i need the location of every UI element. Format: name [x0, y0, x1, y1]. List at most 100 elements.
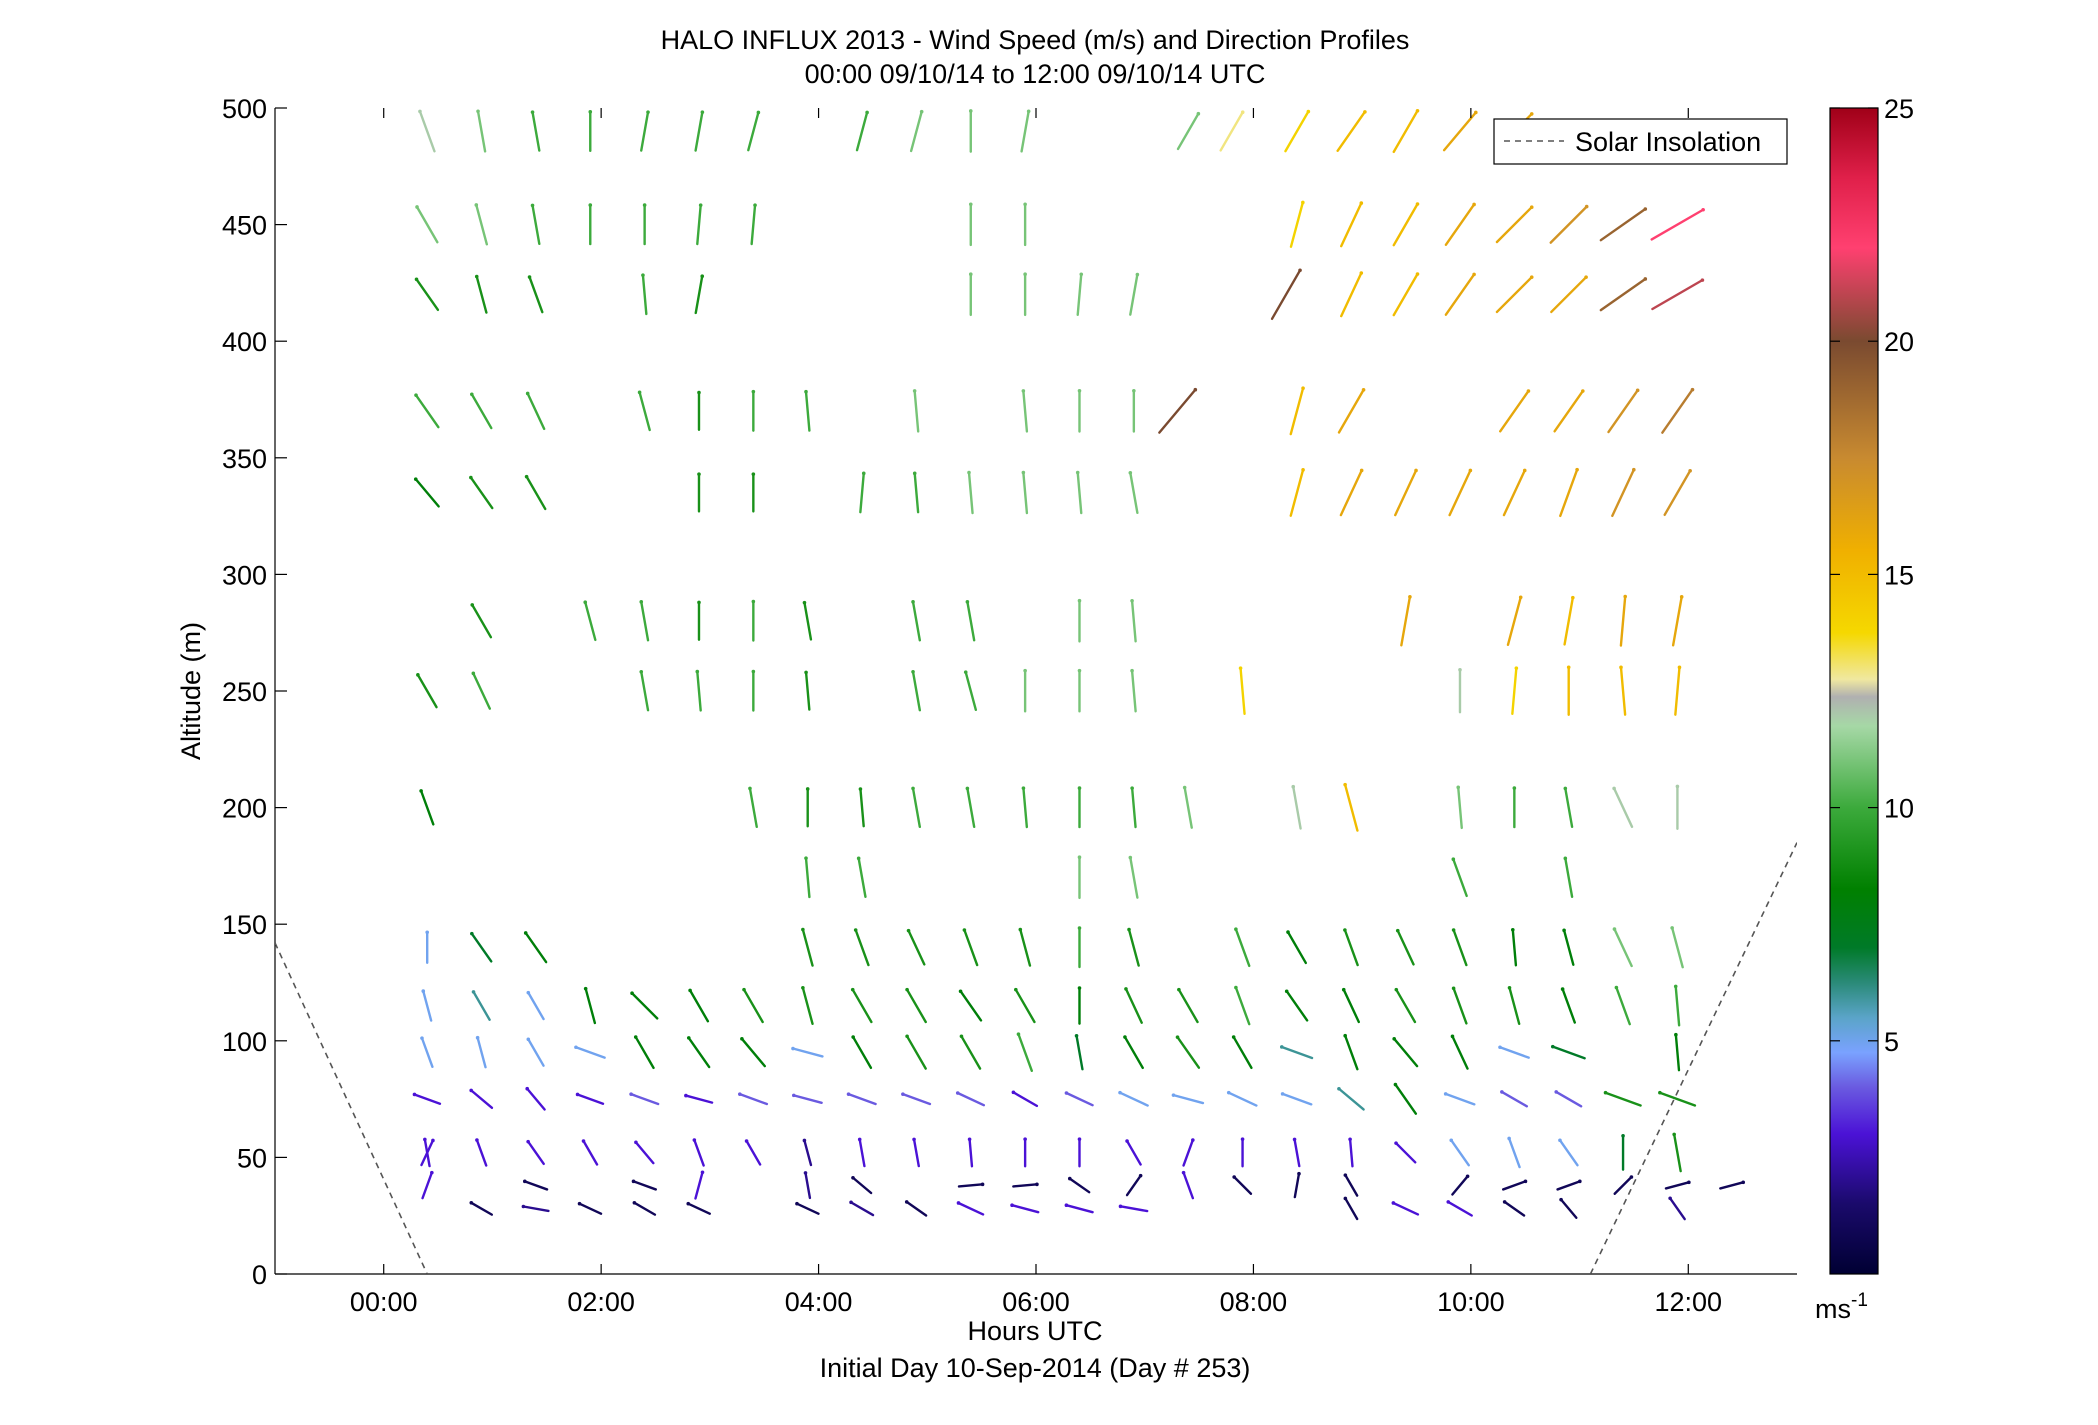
wind-arrow — [1564, 857, 1574, 898]
wind-arrow — [1075, 1034, 1084, 1071]
wind-arrow-head — [421, 989, 426, 993]
wind-arrow — [911, 600, 922, 642]
wind-arrow — [418, 110, 436, 153]
wind-arrow-head — [470, 392, 474, 397]
wind-arrow-head — [1632, 467, 1636, 472]
wind-arrow-head — [1522, 468, 1527, 473]
wind-arrow — [1336, 110, 1367, 152]
wind-arrow — [420, 1036, 434, 1068]
wind-arrow-head — [968, 272, 973, 277]
y-tick-label: 250 — [222, 677, 267, 707]
wind-arrow-head — [1077, 598, 1082, 603]
wind-arrow — [470, 1201, 494, 1216]
wind-arrow-head — [1077, 786, 1082, 790]
wind-arrow — [1293, 1138, 1301, 1168]
wind-arrow-head — [748, 786, 752, 791]
wind-arrow-head — [1077, 855, 1082, 860]
wind-arrow — [1127, 928, 1140, 967]
wind-arrow — [1339, 469, 1363, 517]
wind-arrow — [1619, 595, 1627, 647]
wind-arrow-head — [958, 989, 963, 994]
wind-arrow-head — [1510, 927, 1515, 932]
wind-arrow-head — [849, 1200, 853, 1205]
wind-arrow-head — [1529, 275, 1534, 279]
wind-arrow — [522, 1205, 550, 1213]
plot-area — [275, 108, 1797, 1274]
wind-arrow — [634, 1035, 655, 1070]
wind-arrow-head — [1507, 986, 1512, 990]
wind-arrow — [1502, 469, 1526, 517]
wind-arrow — [1599, 207, 1647, 242]
wind-arrow-head — [955, 1091, 960, 1095]
wind-arrow-head — [1741, 1180, 1746, 1185]
wind-arrow-head — [431, 1138, 435, 1143]
wind-arrow — [1118, 1091, 1149, 1107]
x-axis-ticks: 00:00 02:00 04:00 06:00 08:00 10:00 12:00 — [350, 108, 1722, 1317]
wind-arrow-head — [1446, 1200, 1451, 1204]
y-tick-label: 150 — [222, 910, 267, 940]
wind-arrow — [1012, 1183, 1039, 1188]
wind-arrow — [576, 1093, 605, 1105]
wind-arrow-head — [1393, 1082, 1398, 1087]
wind-arrow — [959, 990, 983, 1022]
wind-arrow-head — [1231, 1035, 1236, 1039]
wind-arrow — [1452, 928, 1468, 967]
wind-arrow-head — [634, 1140, 638, 1145]
wind-arrow — [905, 988, 927, 1024]
wind-arrow-head — [1023, 202, 1027, 207]
wind-arrow-head — [629, 1092, 633, 1096]
wind-arrow — [1129, 856, 1139, 899]
colorbar: 5 10 15 20 25 ms-1 — [1815, 94, 1914, 1324]
wind-arrow — [1343, 1034, 1359, 1071]
wind-arrow — [905, 1035, 927, 1070]
wind-arrow — [526, 1087, 546, 1111]
wind-arrow — [1674, 666, 1681, 716]
wind-arrow-head — [1563, 856, 1568, 861]
wind-arrow-head — [646, 110, 650, 114]
wind-arrow — [1553, 389, 1585, 433]
wind-arrow-head — [1021, 470, 1026, 475]
wind-arrow-head — [805, 787, 810, 791]
legend-entry-solar-insolation: Solar Insolation — [1575, 127, 1761, 157]
wind-arrow — [1450, 1139, 1470, 1167]
wind-arrow — [1444, 1092, 1476, 1106]
wind-arrow — [1337, 388, 1365, 434]
legend: Solar Insolation — [1493, 118, 1788, 165]
wind-arrow — [1500, 1090, 1529, 1108]
wind-arrow — [1219, 111, 1244, 152]
wind-arrow-head — [418, 109, 422, 114]
wind-arrow — [475, 1138, 488, 1167]
wind-arrow-head — [700, 110, 705, 114]
wind-arrow-head — [1514, 666, 1519, 670]
wind-arrow — [849, 1201, 875, 1217]
wind-arrow — [1076, 273, 1083, 317]
wind-arrow — [804, 1171, 812, 1200]
wind-arrow-head — [802, 600, 807, 605]
wind-arrow-head — [1415, 108, 1420, 113]
wind-arrow-head — [523, 931, 528, 935]
wind-arrow-head — [414, 393, 418, 397]
wind-arrow — [1130, 669, 1137, 713]
wind-arrow — [640, 110, 650, 152]
wind-arrow — [1562, 929, 1575, 966]
wind-arrow — [415, 205, 439, 244]
wind-arrow-head — [1687, 1180, 1691, 1185]
wind-arrow-head — [1643, 207, 1648, 211]
wind-arrow — [469, 1089, 494, 1110]
wind-arrow — [745, 1139, 762, 1166]
wind-arrow-head — [524, 474, 529, 479]
wind-arrow-head — [1581, 389, 1585, 393]
wind-arrow — [1511, 928, 1518, 967]
wind-arrow — [1022, 471, 1029, 515]
wind-arrow-head — [1234, 985, 1238, 990]
wind-arrow-head — [1507, 1136, 1511, 1141]
wind-arrow — [422, 989, 433, 1022]
wind-arrow — [1280, 1045, 1314, 1060]
wind-arrow-head — [1395, 928, 1400, 933]
wind-arrow — [1400, 595, 1412, 647]
wind-arrow-head — [1575, 467, 1579, 472]
wind-arrow-head — [1502, 1200, 1507, 1204]
wind-arrow-head — [791, 1046, 795, 1051]
wind-arrow-head — [1181, 1170, 1186, 1175]
wind-arrow — [1392, 272, 1419, 317]
